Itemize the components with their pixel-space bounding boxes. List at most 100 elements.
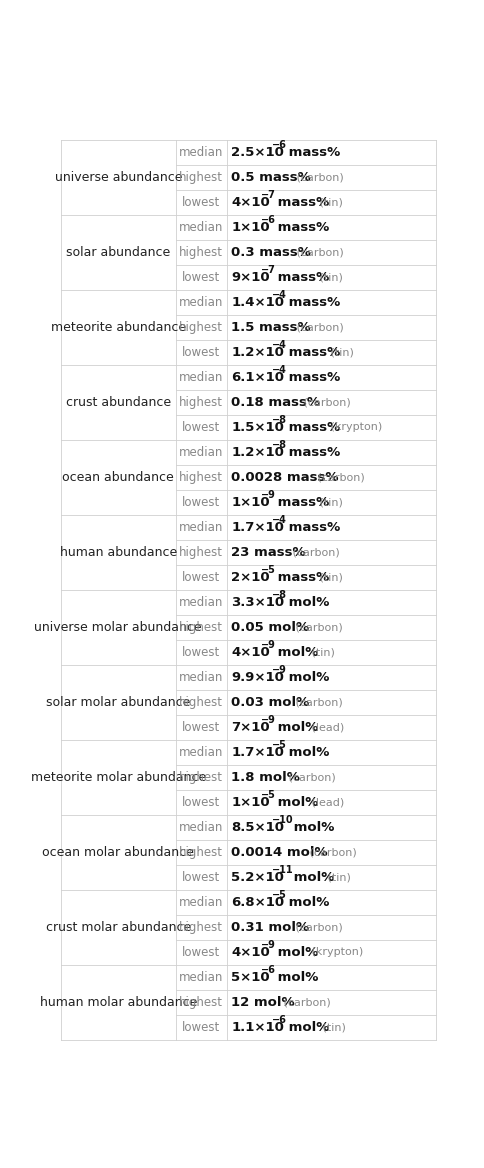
Text: 3.3×10: 3.3×10 [231,596,284,609]
Text: (krypton): (krypton) [327,423,383,432]
Text: 1.2×10: 1.2×10 [231,346,284,359]
Text: −8: −8 [272,590,287,600]
Text: lowest: lowest [182,571,221,584]
Text: mass%: mass% [284,371,340,384]
Text: median: median [179,896,224,909]
Text: mol%: mol% [272,721,318,734]
Text: mass%: mass% [284,420,340,434]
Text: 9.9×10: 9.9×10 [231,670,284,683]
Text: highest: highest [180,995,223,1008]
Text: −9: −9 [261,489,276,500]
Text: −4: −4 [272,515,287,524]
Text: 4×10: 4×10 [231,646,270,659]
Text: (carbon): (carbon) [293,248,344,258]
Text: highest: highest [180,471,223,484]
Text: −8: −8 [272,440,287,450]
Text: 1.5×10: 1.5×10 [231,420,284,434]
Text: −4: −4 [272,290,287,300]
Text: −9: −9 [272,665,287,675]
Text: median: median [179,146,224,159]
Text: 1.4×10: 1.4×10 [231,296,284,310]
Text: (carbon): (carbon) [281,997,331,1007]
Text: 1.7×10: 1.7×10 [231,745,284,759]
Text: −7: −7 [261,190,276,200]
Text: mol%: mol% [284,670,329,683]
Text: median: median [179,371,224,384]
Text: (lead): (lead) [308,798,344,807]
Text: 4×10: 4×10 [231,196,270,209]
Text: 0.03 mol%: 0.03 mol% [231,696,309,709]
Text: −7: −7 [261,265,276,276]
Text: lowest: lowest [182,1021,221,1034]
Text: meteorite abundance: meteorite abundance [51,321,186,334]
Text: 5×10: 5×10 [231,971,270,983]
Text: median: median [179,670,224,683]
Text: 1.7×10: 1.7×10 [231,521,284,534]
Text: highest: highest [180,920,223,933]
Text: −5: −5 [272,890,287,899]
Text: ocean molar abundance: ocean molar abundance [42,846,194,858]
Text: (carbon): (carbon) [289,548,340,557]
Text: mass%: mass% [284,346,340,359]
Text: (carbon): (carbon) [315,472,365,482]
Text: median: median [179,821,224,834]
Text: median: median [179,521,224,534]
Text: highest: highest [180,545,223,558]
Text: mass%: mass% [284,296,340,310]
Text: 6.8×10: 6.8×10 [231,896,284,909]
Text: 0.3 mass%: 0.3 mass% [231,246,311,259]
Text: (tin): (tin) [316,272,343,283]
Text: 12 mol%: 12 mol% [231,995,295,1008]
Text: lowest: lowest [182,496,221,509]
Text: (tin): (tin) [316,572,343,583]
Text: −9: −9 [261,715,276,725]
Text: mass%: mass% [272,496,329,509]
Text: −8: −8 [272,415,287,425]
Text: (carbon): (carbon) [292,922,343,932]
Text: 1.1×10: 1.1×10 [231,1021,284,1034]
Text: 4×10: 4×10 [231,946,270,959]
Text: (carbon): (carbon) [300,397,351,408]
Text: lowest: lowest [182,870,221,884]
Text: median: median [179,221,224,234]
Text: 1×10: 1×10 [231,221,270,234]
Text: 1.5 mass%: 1.5 mass% [231,321,311,334]
Text: highest: highest [180,396,223,409]
Text: median: median [179,971,224,983]
Text: human abundance: human abundance [60,545,177,558]
Text: median: median [179,446,224,459]
Text: lowest: lowest [182,646,221,659]
Text: 1.2×10: 1.2×10 [231,446,284,459]
Text: mass%: mass% [284,521,340,534]
Text: ocean abundance: ocean abundance [62,471,174,484]
Text: −4: −4 [272,364,287,375]
Text: highest: highest [180,321,223,334]
Text: −11: −11 [272,864,294,875]
Text: 0.5 mass%: 0.5 mass% [231,172,311,185]
Text: −6: −6 [261,215,276,225]
Text: median: median [179,745,224,759]
Text: lowest: lowest [182,346,221,359]
Text: 2×10: 2×10 [231,571,270,584]
Text: lowest: lowest [182,795,221,808]
Text: mol%: mol% [272,971,318,983]
Text: median: median [179,296,224,310]
Text: (carbon): (carbon) [292,623,343,632]
Text: highest: highest [180,846,223,858]
Text: 0.0014 mol%: 0.0014 mol% [231,846,328,858]
Text: highest: highest [180,771,223,784]
Text: 8.5×10: 8.5×10 [231,821,284,834]
Text: 1×10: 1×10 [231,795,270,808]
Text: 9×10: 9×10 [231,271,270,284]
Text: mass%: mass% [272,571,329,584]
Text: highest: highest [180,246,223,259]
Text: (carbon): (carbon) [293,173,344,182]
Text: −5: −5 [261,565,276,575]
Text: 23 mass%: 23 mass% [231,545,306,558]
Text: (tin): (tin) [324,872,351,882]
Text: mol%: mol% [284,1021,329,1034]
Text: (lead): (lead) [308,722,344,732]
Text: mol%: mol% [284,596,329,609]
Text: highest: highest [180,696,223,709]
Text: crust molar abundance: crust molar abundance [45,920,191,933]
